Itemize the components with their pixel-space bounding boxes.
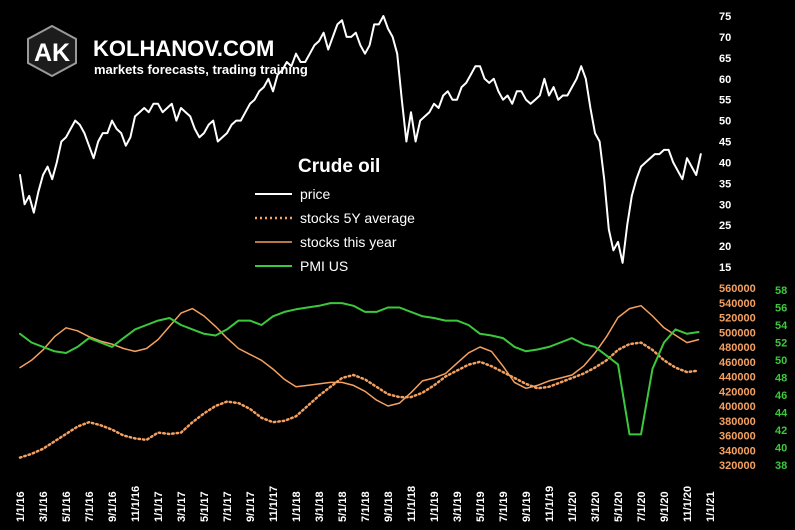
x-tick-label: 1/1/20 (567, 491, 579, 522)
tick-label: 400000 (719, 401, 756, 413)
brand-name: KOLHANOV.COM (93, 36, 274, 61)
x-tick-label: 1/1/17 (153, 491, 165, 522)
logo-hexagon-icon (27, 24, 77, 78)
brand-tagline: markets forecasts, trading training (94, 62, 308, 77)
x-tick-label: 9/1/16 (107, 491, 119, 522)
series-stocks-5y-average (18, 341, 700, 459)
tick-label: 35 (719, 178, 731, 190)
tick-label: 54 (775, 320, 788, 332)
tick-label: 460000 (719, 357, 756, 369)
brand-logo: AK (27, 24, 77, 78)
x-tick-label: 5/1/16 (61, 491, 73, 522)
x-axis: 1/1/16 3/1/16 5/1/16 7/1/16 9/1/16 11/1/16 1/1… (15, 486, 717, 522)
tick-label: 40 (719, 157, 731, 169)
tick-label: 65 (719, 53, 731, 65)
tick-label: 420000 (719, 386, 756, 398)
legend-label-stocks-5y-average: stocks 5Y average (300, 210, 415, 226)
tick-label: 360000 (719, 431, 756, 443)
x-tick-label: 5/1/20 (613, 491, 625, 522)
series-layer (18, 15, 702, 459)
legend-label-price: price (300, 186, 331, 202)
x-tick-label: 7/1/16 (84, 491, 96, 522)
series-stocks-this-year (19, 304, 700, 407)
series-pmi-us (19, 302, 700, 436)
x-tick-label: 5/1/18 (337, 491, 349, 522)
tick-label: 48 (775, 373, 787, 385)
legend-label-stocks-this-year: stocks this year (300, 234, 397, 250)
legend-label-pmi-us: PMI US (300, 258, 348, 274)
tick-label: 40 (775, 443, 787, 455)
stocks-axis: 320000 340000 360000 380000 400000 420000 4400… (719, 283, 756, 472)
x-tick-label: 9/1/19 (521, 491, 533, 522)
tick-label: 440000 (719, 372, 756, 384)
tick-label: 46 (775, 390, 787, 402)
x-tick-label: 5/1/19 (475, 491, 487, 522)
x-tick-label: 1/1/18 (291, 491, 303, 522)
tick-label: 540000 (719, 298, 756, 310)
logo-text: AK (34, 39, 70, 67)
x-tick-label: 3/1/18 (314, 491, 326, 522)
tick-label: 340000 (719, 445, 756, 457)
tick-label: 520000 (719, 313, 756, 325)
tick-label: 44 (775, 408, 788, 420)
tick-label: 52 (775, 338, 787, 350)
tick-label: 60 (719, 74, 731, 86)
tick-label: 560000 (719, 283, 756, 295)
tick-label: 25 (719, 220, 731, 232)
x-tick-label: 1/1/21 (705, 491, 717, 522)
x-tick-label: 11/1/19 (544, 486, 556, 522)
x-tick-label: 7/1/17 (222, 491, 234, 522)
x-tick-label: 3/1/19 (452, 491, 464, 522)
x-tick-label: 11/1/17 (268, 486, 280, 522)
legend: price stocks 5Y average stocks this year… (255, 186, 415, 274)
x-tick-label: 9/1/17 (245, 491, 257, 522)
tick-label: 70 (719, 32, 731, 44)
series-price (19, 15, 702, 264)
tick-label: 20 (719, 241, 731, 253)
x-tick-label: 9/1/18 (383, 491, 395, 522)
tick-label: 50 (775, 355, 787, 367)
tick-label: 320000 (719, 460, 756, 472)
x-tick-label: 11/1/18 (406, 486, 418, 522)
x-tick-label: 9/1/20 (659, 491, 671, 522)
pmi-axis: 38 40 42 44 46 48 50 52 54 56 58 (775, 285, 788, 472)
tick-label: 480000 (719, 342, 756, 354)
chart-title: Crude oil (298, 156, 380, 177)
x-tick-label: 3/1/16 (38, 491, 50, 522)
tick-label: 56 (775, 303, 787, 315)
x-tick-label: 7/1/18 (360, 491, 372, 522)
tick-label: 42 (775, 425, 787, 437)
x-tick-label: 3/1/17 (176, 491, 188, 522)
x-tick-label: 11/1/16 (130, 486, 142, 522)
tick-label: 500000 (719, 327, 756, 339)
x-tick-label: 1/1/16 (15, 491, 27, 522)
x-tick-label: 1/1/19 (429, 491, 441, 522)
tick-label: 38 (775, 460, 787, 472)
tick-label: 55 (719, 95, 731, 107)
price-axis: 15 20 25 30 35 40 45 50 55 60 65 70 75 (719, 11, 731, 274)
tick-label: 58 (775, 285, 787, 297)
tick-label: 15 (719, 262, 731, 274)
x-tick-label: 5/1/17 (199, 491, 211, 522)
x-tick-label: 7/1/20 (636, 491, 648, 522)
x-tick-label: 3/1/20 (590, 491, 602, 522)
tick-label: 75 (719, 11, 731, 23)
x-tick-label: 11/1/20 (682, 486, 694, 522)
x-tick-label: 7/1/19 (498, 491, 510, 522)
tick-label: 50 (719, 116, 731, 128)
tick-label: 380000 (719, 416, 756, 428)
tick-label: 45 (719, 137, 731, 149)
tick-label: 30 (719, 199, 731, 211)
